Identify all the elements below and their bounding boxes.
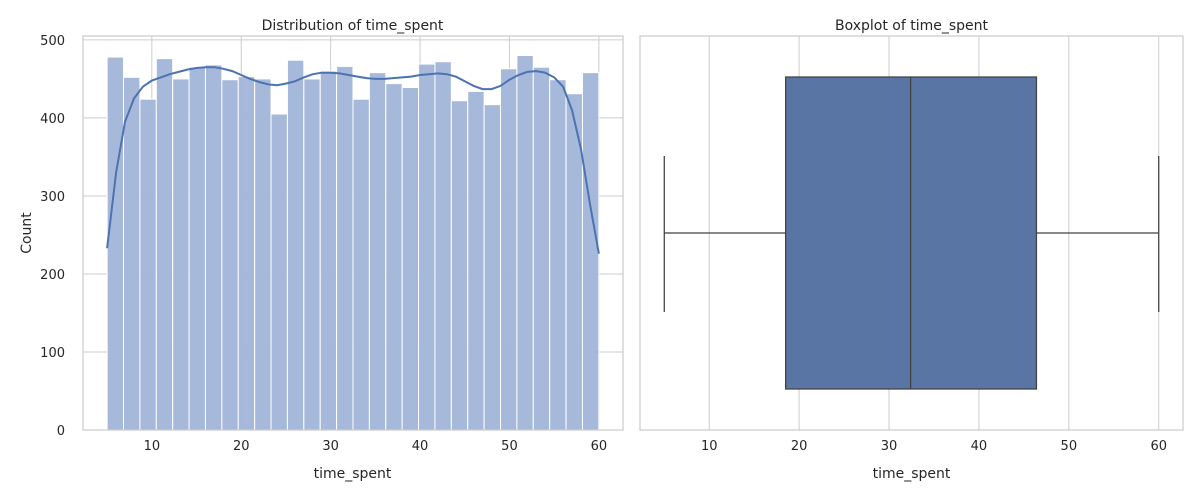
boxplot-body <box>663 76 1160 390</box>
histogram-bar <box>254 78 272 431</box>
histogram-bar <box>155 58 174 431</box>
histogram-bar <box>516 55 534 431</box>
x-tick-label: 30 <box>322 439 339 454</box>
histogram-bar <box>204 64 223 431</box>
histogram-title: Distribution of time_spent <box>262 18 444 34</box>
histogram-bar <box>483 104 502 431</box>
boxplot-title: Boxplot of time_spent <box>835 18 989 34</box>
histogram-bar <box>336 65 354 431</box>
histogram-bar <box>401 86 420 431</box>
histogram-bar <box>221 79 239 431</box>
x-tick-label: 10 <box>144 439 161 454</box>
histogram-y-ticks: 0 100 200 300 400 500 <box>40 34 65 439</box>
y-tick-label: 200 <box>40 268 65 283</box>
boxplot-x-ticks: 10 20 30 40 50 60 <box>701 439 1167 454</box>
x-tick-label: 50 <box>1061 439 1078 454</box>
boxplot-frame <box>639 35 1184 431</box>
boxplot-x-label: time_spent <box>873 466 951 482</box>
y-tick-label: 400 <box>40 112 65 127</box>
x-tick-label: 20 <box>791 439 808 454</box>
histogram-bar <box>549 79 567 431</box>
x-tick-label: 20 <box>233 439 250 454</box>
y-tick-label: 500 <box>40 34 65 49</box>
histogram-bar <box>368 72 387 431</box>
x-tick-label: 40 <box>971 439 988 454</box>
histogram-bar <box>237 76 256 431</box>
x-tick-label: 60 <box>1150 439 1167 454</box>
histogram-bar <box>172 78 190 431</box>
histogram-bar <box>270 113 288 431</box>
histogram-bar <box>385 83 403 431</box>
histogram-bar <box>303 78 321 431</box>
histogram-bar <box>352 98 370 431</box>
histogram-bar <box>188 66 206 431</box>
x-tick-label: 30 <box>881 439 898 454</box>
histogram-frame <box>82 35 624 431</box>
x-tick-label: 10 <box>701 439 718 454</box>
histogram-x-ticks: 10 20 30 40 50 60 <box>144 439 608 454</box>
histogram-bar <box>581 72 600 431</box>
histogram-bar <box>532 66 551 431</box>
y-tick-label: 0 <box>57 424 65 439</box>
histogram-bar <box>467 90 485 431</box>
histogram-panel: Distribution of time_spent 10 20 30 40 50 60 … <box>19 18 624 482</box>
histogram-bar <box>500 68 518 431</box>
y-tick-label: 100 <box>40 346 65 361</box>
histogram-bar <box>123 76 141 431</box>
x-tick-label: 40 <box>412 439 429 454</box>
histogram-y-label: Count <box>19 212 35 254</box>
histogram-bar <box>418 63 436 431</box>
histogram-x-label: time_spent <box>314 466 392 482</box>
x-tick-label: 60 <box>591 439 608 454</box>
x-tick-label: 50 <box>501 439 518 454</box>
histogram-bar <box>286 59 305 431</box>
histogram-bar <box>450 100 469 431</box>
histogram-bar <box>139 98 157 431</box>
histogram-bar <box>106 56 125 431</box>
y-tick-label: 300 <box>40 190 65 205</box>
kde-curve <box>106 66 600 254</box>
histogram-bar <box>319 70 338 431</box>
histogram-bar <box>434 61 452 431</box>
histogram-bars <box>106 55 600 431</box>
boxplot-panel: Boxplot of time_spent 10 20 30 40 50 60 time_… <box>639 18 1184 482</box>
